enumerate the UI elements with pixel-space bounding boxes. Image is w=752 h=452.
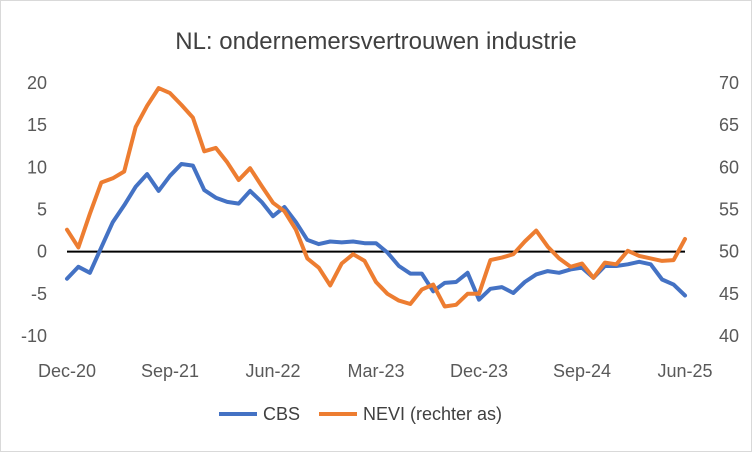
left-tick-label: 5 [37,200,47,220]
x-axis: Dec-20 Sep-21 Jun-22 Mar-23 Dec-23 Sep-24 Jun-… [38,361,713,381]
x-tick-label: Sep-21 [141,361,199,381]
x-tick-label: Dec-20 [38,361,96,381]
left-tick-label: 15 [27,115,47,135]
left-tick-label: 20 [27,73,47,93]
left-tick-label: 0 [37,242,47,262]
right-tick-label: 50 [719,242,739,262]
series-line-nevi [65,86,687,309]
right-tick-label: 45 [719,284,739,304]
left-tick-label: -5 [31,284,47,304]
legend-label-nevi: NEVI (rechter as) [363,404,502,424]
legend-label-cbs: CBS [263,404,300,424]
x-tick-label: Mar-23 [347,361,404,381]
right-tick-label: 55 [719,200,739,220]
chart-title: NL: ondernemersvertrouwen industrie [175,28,577,55]
legend: CBS NEVI (rechter as) [219,404,502,424]
left-tick-label: -10 [21,326,47,346]
left-tick-label: 10 [27,157,47,177]
x-tick-label: Dec-23 [450,361,508,381]
x-tick-label: Jun-22 [245,361,300,381]
x-tick-label: Jun-25 [657,361,712,381]
right-tick-label: 40 [719,326,739,346]
x-tick-label: Sep-24 [553,361,611,381]
series-lines [65,86,687,309]
right-tick-label: 60 [719,157,739,177]
left-axis: 20 15 10 5 0 -5 -10 [21,73,47,346]
series-line-cbs [65,162,687,302]
right-tick-label: 70 [719,73,739,93]
right-tick-label: 65 [719,115,739,135]
right-axis: 70 65 60 55 50 45 40 [719,73,739,346]
